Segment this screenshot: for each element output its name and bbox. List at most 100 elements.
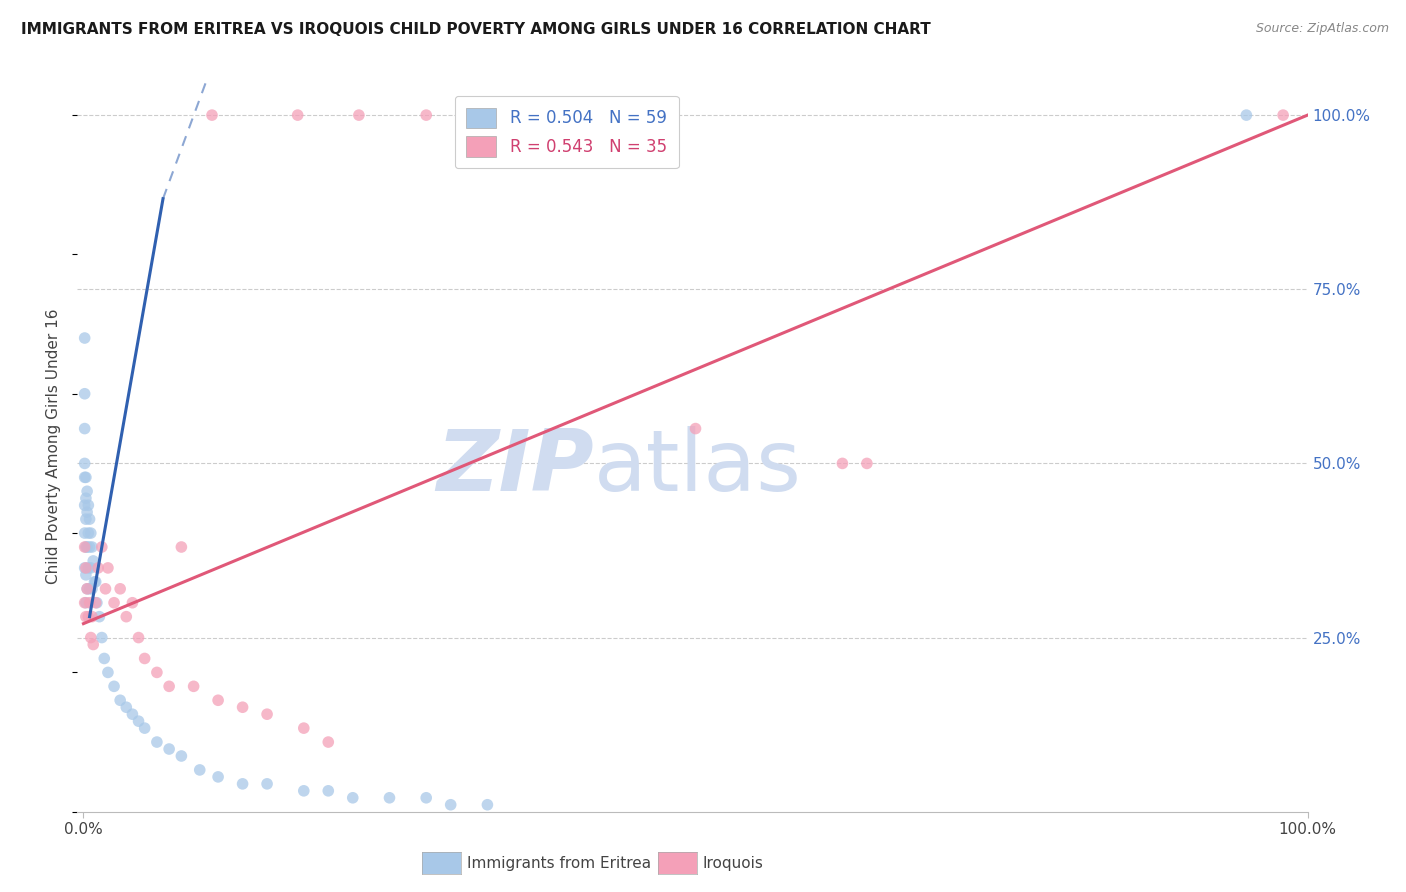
Point [80,582,103,596]
Point [232,777,254,791]
Point [316,735,339,749]
Point [477,797,499,812]
Point [347,108,370,122]
Point [188,763,211,777]
Point [831,457,853,471]
Y-axis label: Child Poverty Among Girls Under 16: Child Poverty Among Girls Under 16 [46,309,62,583]
Point [146,735,169,749]
Point [75,596,97,610]
Point [207,693,229,707]
Point [73,421,96,435]
Point [103,679,125,693]
Text: ZIP: ZIP [436,426,595,509]
Point [84,574,107,589]
Point [76,582,98,596]
Point [537,108,560,122]
Point [76,505,98,519]
Point [79,582,101,596]
Point [80,526,103,541]
Point [157,679,180,693]
Point [90,631,112,645]
Point [170,749,193,764]
Point [128,714,150,728]
Point [80,609,103,624]
Point [97,665,120,680]
Point [134,651,156,665]
Point [1234,108,1257,122]
Text: IMMIGRANTS FROM ERITREA VS IROQUOIS CHILD POVERTY AMONG GIRLS UNDER 16 CORRELATI: IMMIGRANTS FROM ERITREA VS IROQUOIS CHIL… [21,22,931,37]
Point [121,596,143,610]
Point [201,108,224,122]
Point [77,609,100,624]
Point [73,470,96,484]
Point [115,700,138,714]
Point [86,596,108,610]
Point [415,790,437,805]
Point [75,512,97,526]
Point [75,470,97,484]
Point [83,574,105,589]
Point [75,567,97,582]
Point [856,457,879,471]
Point [80,540,103,554]
Point [97,561,120,575]
Point [73,596,96,610]
Point [685,421,707,435]
Point [134,721,156,735]
Point [77,498,100,512]
Point [73,540,96,554]
Point [93,651,115,665]
Point [89,609,111,624]
Point [316,784,339,798]
Point [73,331,96,345]
Legend: R = 0.504   N = 59, R = 0.543   N = 35: R = 0.504 N = 59, R = 0.543 N = 35 [454,96,679,169]
Text: Iroquois: Iroquois [703,856,763,871]
Point [451,108,474,122]
Point [94,582,117,596]
Point [1272,108,1295,122]
Point [128,631,150,645]
Point [79,540,101,554]
Point [79,512,101,526]
Point [207,770,229,784]
Point [170,540,193,554]
Point [75,609,97,624]
Point [73,386,96,401]
Point [79,596,101,610]
Text: atlas: atlas [595,426,801,509]
Point [287,108,309,122]
Point [146,665,169,680]
Point [73,526,96,541]
Point [292,784,315,798]
Point [440,797,463,812]
Text: Source: ZipAtlas.com: Source: ZipAtlas.com [1256,22,1389,36]
Point [115,609,138,624]
Point [73,561,96,575]
Point [87,561,110,575]
Point [77,561,100,575]
Point [82,638,104,652]
Point [75,561,97,575]
Point [256,777,278,791]
Point [76,540,98,554]
Point [157,742,180,756]
Point [108,582,131,596]
Point [80,561,103,575]
Point [73,498,96,512]
Point [342,790,364,805]
Point [75,540,97,554]
Point [183,679,205,693]
Point [73,457,96,471]
Point [108,693,131,707]
Point [121,707,143,722]
Point [75,491,97,506]
Point [82,554,104,568]
Point [103,596,125,610]
Point [232,700,254,714]
Point [415,108,437,122]
Point [292,721,315,735]
Point [80,631,103,645]
Point [256,707,278,722]
Point [77,526,100,541]
Point [90,540,112,554]
